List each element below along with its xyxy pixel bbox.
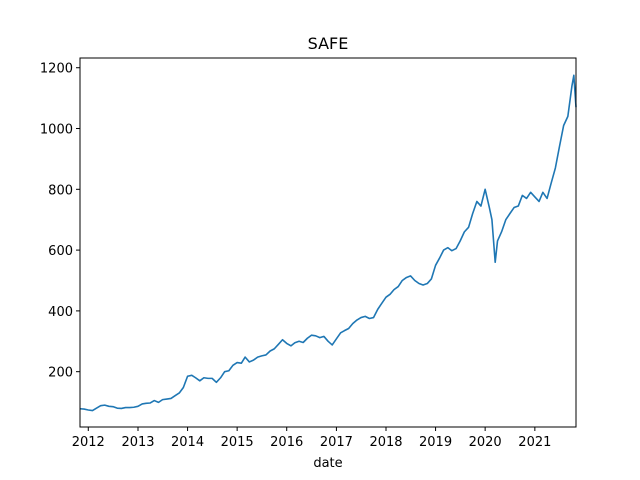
x-tick-label: 2014 bbox=[171, 435, 204, 450]
x-tick-label: 2021 bbox=[518, 435, 551, 450]
x-tick-label: 2019 bbox=[419, 435, 452, 450]
y-tick-label: 800 bbox=[48, 183, 73, 198]
y-axis: 200 400 600 800 1000 1200 bbox=[40, 62, 80, 381]
x-tick-label: 2012 bbox=[72, 435, 105, 450]
x-axis-title: date bbox=[313, 456, 342, 471]
y-tick-label: 200 bbox=[48, 366, 73, 381]
x-tick-label: 2013 bbox=[121, 435, 154, 450]
y-tick-label: 1200 bbox=[40, 62, 73, 77]
x-axis: 2012 2013 2014 2015 2016 2017 2018 2019 2020 2021 bbox=[72, 427, 551, 450]
y-tick-label: 600 bbox=[48, 244, 73, 259]
y-tick-label: 400 bbox=[48, 305, 73, 320]
x-tick-label: 2017 bbox=[320, 435, 353, 450]
plot-frame bbox=[79, 57, 577, 428]
chart-title: SAFE bbox=[308, 34, 349, 53]
series-line-0 bbox=[79, 74, 577, 412]
x-tick-label: 2018 bbox=[369, 435, 402, 450]
y-tick-label: 1000 bbox=[40, 123, 73, 138]
x-tick-label: 2016 bbox=[270, 435, 303, 450]
x-tick-label: 2020 bbox=[469, 435, 502, 450]
x-tick-label: 2015 bbox=[221, 435, 254, 450]
plot-area bbox=[79, 74, 577, 412]
